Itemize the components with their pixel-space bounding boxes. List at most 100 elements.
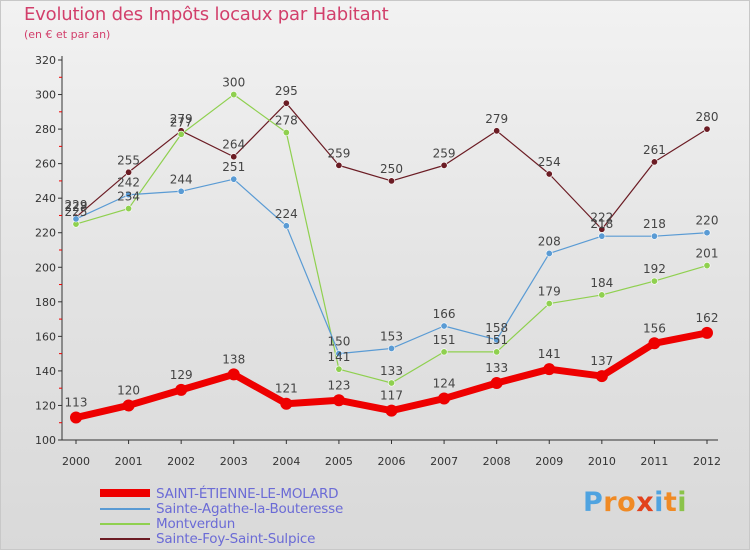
data-label: 277: [170, 115, 193, 129]
data-point: [335, 350, 343, 358]
data-label: 251: [222, 160, 245, 174]
x-tick-label: 2006: [378, 455, 406, 468]
data-label: 229: [65, 198, 88, 212]
x-tick-label: 2011: [640, 455, 668, 468]
legend-item-sainte-agathe: Sainte-Agathe-la-Bouteresse: [100, 501, 380, 517]
data-point: [598, 225, 606, 233]
data-point: [703, 125, 711, 133]
data-point: [598, 232, 606, 240]
legend-label: SAINT-ÉTIENNE-LE-MOLARD: [156, 486, 339, 502]
legend-item-saint-etienne: SAINT-ÉTIENNE-LE-MOLARD: [100, 486, 380, 502]
data-point: [545, 249, 553, 257]
data-label: 117: [380, 389, 403, 403]
data-point: [440, 161, 448, 169]
data-point: [440, 348, 448, 356]
data-label: 141: [538, 347, 561, 361]
legend-label: Sainte-Foy-Saint-Sulpice: [156, 531, 316, 547]
x-tick-label: 2003: [220, 455, 248, 468]
data-label: 254: [538, 155, 561, 169]
data-label: 184: [590, 276, 613, 290]
data-label: 255: [117, 153, 140, 167]
chart-title: Evolution des Impôts locaux par Habitant: [24, 4, 389, 25]
data-label: 141: [327, 350, 350, 364]
data-point: [230, 91, 238, 99]
legend-item-montverdun: Montverdun: [100, 516, 380, 532]
data-point: [650, 277, 658, 285]
data-label: 156: [643, 321, 666, 335]
data-label: 259: [433, 146, 456, 160]
data-label: 123: [327, 378, 350, 392]
data-point: [438, 392, 451, 405]
logo-letter: r: [603, 487, 618, 518]
data-point: [545, 300, 553, 308]
data-point: [648, 337, 661, 350]
x-tick-label: 2009: [535, 455, 563, 468]
x-tick-label: 2005: [325, 455, 353, 468]
legend-item-sainte-foy: Sainte-Foy-Saint-Sulpice: [100, 531, 380, 547]
data-point: [335, 365, 343, 373]
data-point: [387, 344, 395, 352]
logo-letter: t: [663, 487, 678, 518]
data-point: [701, 326, 713, 339]
x-tick-label: 2000: [62, 455, 90, 468]
x-tick-label: 2008: [483, 455, 511, 468]
data-point: [493, 127, 501, 135]
legend: SAINT-ÉTIENNE-LE-MOLARD Sainte-Agathe-la…: [100, 486, 380, 547]
data-label: 228: [65, 200, 88, 214]
data-label: 201: [696, 247, 719, 261]
data-label: 113: [65, 396, 88, 410]
data-point: [703, 262, 711, 270]
data-point: [493, 348, 501, 356]
data-point: [493, 336, 501, 344]
data-point: [177, 187, 185, 195]
data-label: 179: [538, 285, 561, 299]
data-label: 162: [696, 311, 719, 325]
data-label: 264: [222, 138, 245, 152]
data-point: [227, 368, 240, 381]
data-point: [543, 363, 556, 376]
data-point: [125, 205, 133, 213]
y-tick-label: 280: [35, 123, 56, 136]
legend-swatch: [100, 508, 150, 510]
data-point: [282, 222, 290, 230]
data-point: [595, 370, 608, 383]
data-label: 261: [643, 143, 666, 157]
data-point: [598, 291, 606, 299]
data-point: [125, 168, 133, 176]
logo-letter: o: [617, 487, 637, 518]
data-label: 120: [117, 383, 140, 397]
data-label: 138: [222, 352, 245, 366]
data-point: [650, 232, 658, 240]
data-label: 250: [380, 162, 403, 176]
data-label: 222: [590, 210, 613, 224]
data-point: [177, 130, 185, 138]
data-label: 295: [275, 84, 298, 98]
data-point: [175, 383, 188, 396]
y-tick-label: 220: [35, 227, 56, 240]
data-label: 137: [590, 354, 613, 368]
legend-swatch: [100, 538, 150, 540]
x-tick-label: 2007: [430, 455, 458, 468]
legend-swatch: [100, 523, 150, 525]
data-point: [72, 215, 80, 223]
y-tick-label: 300: [35, 89, 56, 102]
data-point: [385, 404, 398, 417]
legend-label: Montverdun: [156, 516, 236, 532]
data-point: [387, 379, 395, 387]
data-label: 133: [485, 361, 508, 375]
data-label: 121: [275, 382, 298, 396]
data-point: [387, 177, 395, 185]
data-label: 244: [170, 172, 193, 186]
data-label: 218: [643, 217, 666, 231]
y-tick-label: 180: [35, 296, 56, 309]
logo-letter: i: [654, 487, 664, 518]
data-point: [703, 229, 711, 237]
x-tick-label: 2010: [588, 455, 616, 468]
data-label: 242: [117, 176, 140, 190]
legend-label: Sainte-Agathe-la-Bouteresse: [156, 501, 344, 517]
data-label: 234: [117, 190, 140, 204]
data-point: [280, 397, 293, 410]
data-label: 151: [433, 333, 456, 347]
logo-letter: P: [583, 487, 604, 518]
